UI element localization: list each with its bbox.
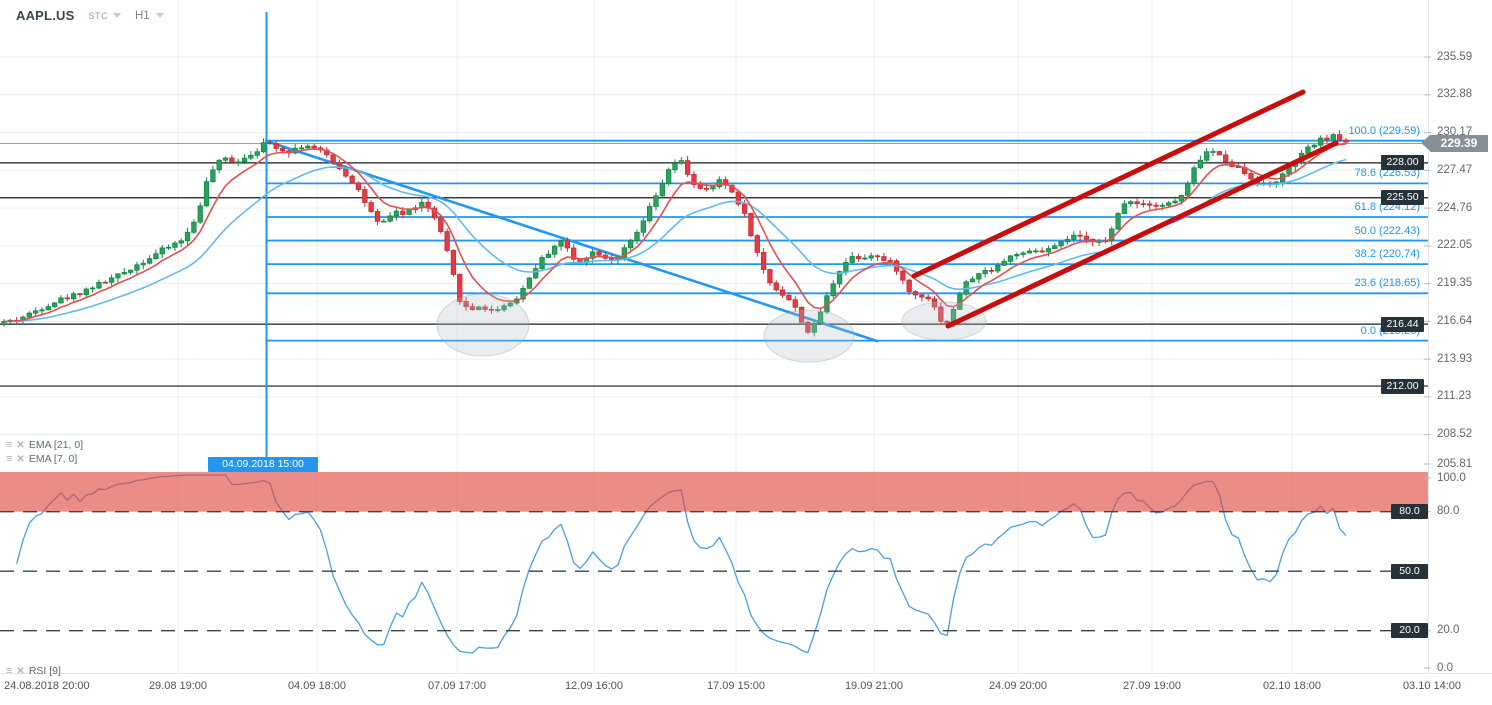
price-axis-label: 227.47: [1437, 163, 1473, 176]
indicator-legend-item: ≡ ✕ EMA [21, 0]: [6, 438, 83, 452]
time-axis-label: 02.10 18:00: [1262, 680, 1322, 692]
price-axis-label: 232.88: [1437, 88, 1473, 101]
price-line-tag: 216.44: [1381, 316, 1424, 332]
market-dropdown[interactable]: STC: [88, 11, 121, 21]
ema-7-line: [3, 143, 1347, 323]
channel-upper-line: [911, 89, 1306, 279]
time-axis-label: 19.09 21:00: [844, 680, 904, 692]
indicator-label: EMA [21, 0]: [28, 439, 84, 451]
timeframe-dropdown[interactable]: H1: [135, 10, 164, 22]
highlight-ellipse: [763, 309, 855, 363]
indicator-legend-item: ≡ ✕ EMA [7, 0]: [6, 452, 83, 466]
time-axis-label: 24.08.2018 20:00: [4, 680, 90, 692]
rsi-level-tag: 80.0: [1391, 504, 1428, 520]
indicator-legend-item: ≡ ✕ RSI [9]: [6, 664, 61, 678]
market-label: STC: [88, 10, 108, 21]
time-axis-label: 07.09 17:00: [427, 680, 487, 692]
channel-lower-line: [945, 140, 1339, 329]
indicator-remove-icon[interactable]: ✕: [16, 439, 25, 451]
indicator-settings-icon[interactable]: ≡: [6, 453, 13, 465]
candlestick-series: [1, 130, 1349, 337]
price-axis-label: 224.76: [1437, 201, 1473, 214]
time-axis-label: 27.09 19:00: [1122, 680, 1182, 692]
rsi-level-tag: 20.0: [1391, 623, 1428, 639]
price-axis-label: 213.93: [1437, 352, 1473, 365]
caret-down-icon: [112, 13, 121, 18]
fib-level-label: 78.6 (226.53): [1354, 167, 1420, 180]
price-axis-label: 216.64: [1437, 314, 1473, 327]
time-axis-label: 29.08 19:00: [148, 680, 208, 692]
rsi-legend: ≡ ✕ RSI [9]: [6, 664, 61, 678]
ema-legend: ≡ ✕ EMA [21, 0] ≡ ✕ EMA [7, 0]: [6, 438, 83, 466]
highlight-ellipse: [901, 301, 987, 341]
indicator-settings-icon[interactable]: ≡: [6, 665, 13, 677]
rsi-axis-label: 0.0: [1437, 661, 1453, 674]
indicator-remove-icon[interactable]: ✕: [16, 665, 25, 677]
price-line-tag: 212.00: [1381, 378, 1424, 394]
chart-header: AAPL.US STC H1: [16, 8, 164, 23]
rsi-axis-label: 80.0: [1437, 505, 1460, 518]
indicator-label: RSI [9]: [28, 665, 61, 677]
rsi-axis-label: 20.0: [1437, 624, 1460, 637]
price-axis-label: 235.59: [1437, 50, 1473, 63]
price-axis-label: 205.81: [1437, 457, 1473, 470]
time-axis-label: 17.09 15:00: [706, 680, 766, 692]
indicator-label: EMA [7, 0]: [28, 453, 78, 465]
fib-level-label: 50.0 (222.43): [1354, 224, 1420, 237]
indicator-settings-icon[interactable]: ≡: [6, 439, 13, 451]
timeframe-label: H1: [134, 9, 150, 22]
fib-level-label: 38.2 (220.74): [1354, 248, 1420, 261]
time-axis-label: 12.09 16:00: [564, 680, 624, 692]
time-axis-label: 04.09 18:00: [287, 680, 347, 692]
price-line-tag: 228.00: [1381, 155, 1424, 171]
highlight-ellipse: [436, 293, 530, 357]
fib-level-label: 23.6 (218.65): [1354, 277, 1420, 290]
fib-level-label: 100.0 (229.59): [1348, 124, 1420, 137]
price-axis-label: 208.52: [1437, 428, 1473, 441]
indicator-remove-icon[interactable]: ✕: [16, 453, 25, 465]
price-axis-label: 211.23: [1437, 390, 1472, 403]
current-price-tag: 229.39: [1421, 134, 1488, 152]
time-axis-label: 24.09 20:00: [988, 680, 1048, 692]
crosshair-date-tag: 04.09.2018 15:00: [208, 457, 318, 472]
price-line-tag: 225.50: [1381, 190, 1424, 206]
rsi-axis-label: 100.0: [1437, 471, 1466, 484]
price-axis-label: 222.05: [1437, 239, 1473, 252]
price-axis-label: 219.35: [1437, 277, 1473, 290]
caret-down-icon: [155, 13, 164, 18]
descending-trendline: [264, 139, 879, 343]
rsi-level-tag: 50.0: [1391, 563, 1428, 579]
time-axis-label: 03.10 14:00: [1402, 680, 1462, 692]
symbol-name: AAPL.US: [16, 8, 75, 23]
rsi-overbought-band: [0, 472, 1428, 512]
